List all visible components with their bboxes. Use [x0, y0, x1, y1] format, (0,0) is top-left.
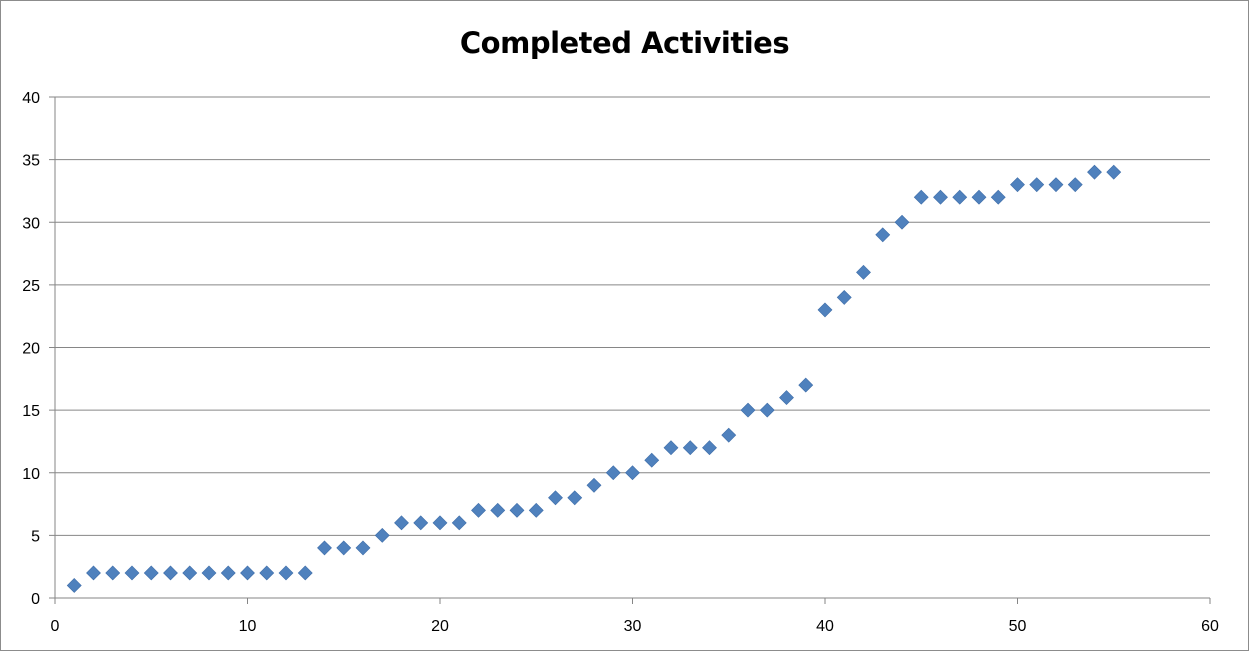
- y-tick-label: 0: [31, 591, 40, 608]
- x-tick-label: 30: [624, 618, 642, 635]
- data-point: [124, 565, 140, 581]
- x-tick-label: 60: [1201, 618, 1219, 635]
- y-tick-label: 5: [31, 528, 40, 545]
- data-point: [567, 490, 583, 506]
- data-point: [548, 490, 563, 506]
- data-point: [528, 502, 544, 518]
- data-point: [259, 565, 275, 581]
- y-tick-label: 35: [22, 153, 40, 170]
- data-points: [66, 164, 1122, 593]
- data-point: [201, 565, 217, 581]
- data-point: [336, 540, 352, 556]
- data-point: [220, 565, 236, 581]
- data-point: [971, 189, 987, 205]
- data-point: [759, 402, 775, 418]
- data-point: [1029, 177, 1045, 193]
- data-point: [1087, 164, 1102, 180]
- chart-title: Completed Activities: [459, 26, 790, 60]
- data-point: [86, 565, 101, 581]
- axes: [49, 96, 1211, 604]
- data-point: [586, 477, 602, 493]
- data-point: [856, 264, 871, 280]
- data-point: [836, 289, 852, 305]
- data-point: [663, 440, 679, 456]
- data-point: [66, 578, 82, 593]
- data-point: [240, 565, 255, 581]
- data-point: [952, 189, 968, 205]
- data-point: [894, 214, 910, 230]
- data-point: [509, 502, 525, 518]
- data-point: [355, 540, 371, 556]
- data-point: [682, 440, 698, 456]
- data-point: [105, 565, 121, 581]
- x-tick-label: 20: [431, 618, 449, 635]
- data-point: [394, 515, 409, 531]
- data-point: [1010, 177, 1025, 193]
- data-point: [933, 189, 948, 205]
- x-tick-label: 10: [239, 618, 257, 635]
- data-point: [644, 452, 660, 468]
- data-point: [779, 390, 794, 406]
- data-point: [798, 377, 814, 393]
- gridlines: [55, 96, 1210, 536]
- y-tick-label: 25: [22, 278, 40, 295]
- x-tick-label: 0: [51, 618, 60, 635]
- data-point: [990, 189, 1006, 205]
- data-point: [1106, 164, 1122, 180]
- data-point: [875, 227, 891, 243]
- y-tick-label: 40: [22, 90, 40, 107]
- data-point: [278, 565, 294, 581]
- data-point: [143, 565, 159, 581]
- data-point: [297, 565, 313, 581]
- data-point: [471, 502, 486, 518]
- data-point: [702, 440, 717, 456]
- data-point: [451, 515, 467, 531]
- data-point: [740, 402, 756, 418]
- data-point: [413, 515, 429, 531]
- x-tick-label: 40: [816, 618, 834, 635]
- data-point: [1067, 177, 1083, 193]
- y-tick-label: 15: [22, 403, 40, 420]
- y-tick-label: 10: [22, 466, 40, 483]
- data-point: [374, 527, 390, 543]
- data-point: [721, 427, 737, 443]
- data-point: [163, 565, 178, 581]
- data-point: [817, 302, 833, 318]
- y-tick-label: 20: [22, 341, 40, 358]
- data-point: [432, 515, 448, 531]
- tick-labels: 0 5 10 15 20 25 30 35 40 0 10 20 30 40 50 60: [22, 90, 1219, 635]
- y-tick-label: 30: [22, 215, 40, 232]
- data-point: [182, 565, 198, 581]
- x-tick-label: 50: [1009, 618, 1027, 635]
- data-point: [317, 540, 332, 556]
- data-point: [625, 465, 640, 481]
- data-point: [913, 189, 929, 205]
- data-point: [605, 465, 621, 481]
- data-point: [1048, 177, 1064, 193]
- data-point: [490, 502, 506, 518]
